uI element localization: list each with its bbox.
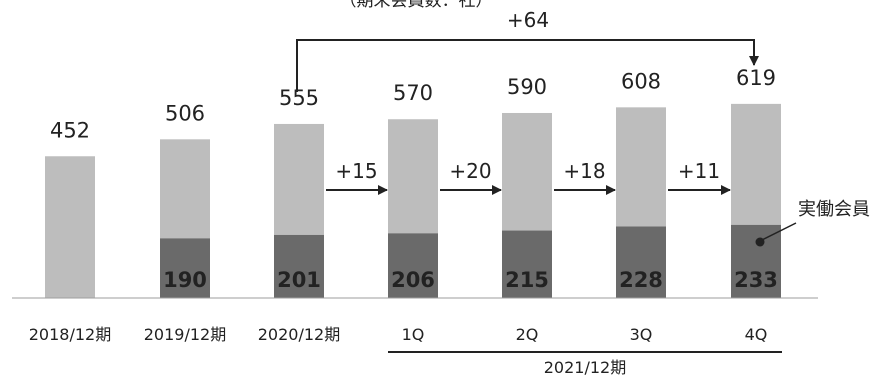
overall-bracket-arrow — [296, 39, 759, 92]
active-value-label: 206 — [391, 268, 435, 292]
arrows-group: +15 +20 +18 +11 +64 — [296, 8, 759, 195]
x-tick-label: 4Q — [745, 325, 768, 344]
x-tick-label: 2019/12期 — [144, 325, 226, 344]
bar-total-1 — [45, 156, 95, 298]
bar-active-6 — [616, 226, 666, 298]
x-tick-label: 2018/12期 — [29, 325, 111, 344]
bars-group — [45, 103, 781, 299]
total-value-label: 452 — [50, 118, 90, 142]
bar-active-4 — [388, 233, 438, 298]
increment-label: +11 — [678, 159, 720, 183]
labels-group: 452 190 506 201 555 206 570 215 590 228 608 233 619 実… — [50, 66, 870, 292]
total-value-label: 608 — [621, 69, 661, 93]
bar-active-3 — [274, 234, 324, 298]
active-value-label: 233 — [734, 268, 778, 292]
bar-active-5 — [502, 230, 552, 298]
x-tick-label: 3Q — [630, 325, 653, 344]
active-value-label: 190 — [163, 268, 207, 292]
total-value-label: 555 — [279, 86, 319, 110]
legend-callout-line — [761, 222, 797, 241]
bar-active-7 — [731, 224, 781, 298]
total-value-label: 590 — [507, 75, 547, 99]
total-value-label: 570 — [393, 81, 433, 105]
total-value-label: 619 — [736, 66, 776, 90]
group-label: 2021/12期 — [544, 358, 626, 377]
x-tick-label: 2Q — [516, 325, 539, 344]
increment-label: +15 — [335, 159, 377, 183]
increment-label: +18 — [563, 159, 605, 183]
x-tick-label: 1Q — [402, 325, 425, 344]
active-value-label: 201 — [277, 268, 321, 292]
legend-label: 実働会員 — [798, 199, 870, 220]
overall-increment-label: +64 — [507, 8, 549, 32]
total-value-label: 506 — [165, 101, 205, 125]
bar-active-2 — [160, 238, 210, 298]
x-axis: 2018/12期 2019/12期 2020/12期 1Q 2Q 3Q 4Q 2021/12期 — [12, 297, 818, 377]
chart-subtitle: （期末会員数：社） — [340, 0, 493, 11]
increment-label: +20 — [449, 159, 491, 183]
x-tick-label: 2020/12期 — [258, 325, 340, 344]
active-value-label: 215 — [505, 268, 549, 292]
active-value-label: 228 — [619, 268, 663, 292]
